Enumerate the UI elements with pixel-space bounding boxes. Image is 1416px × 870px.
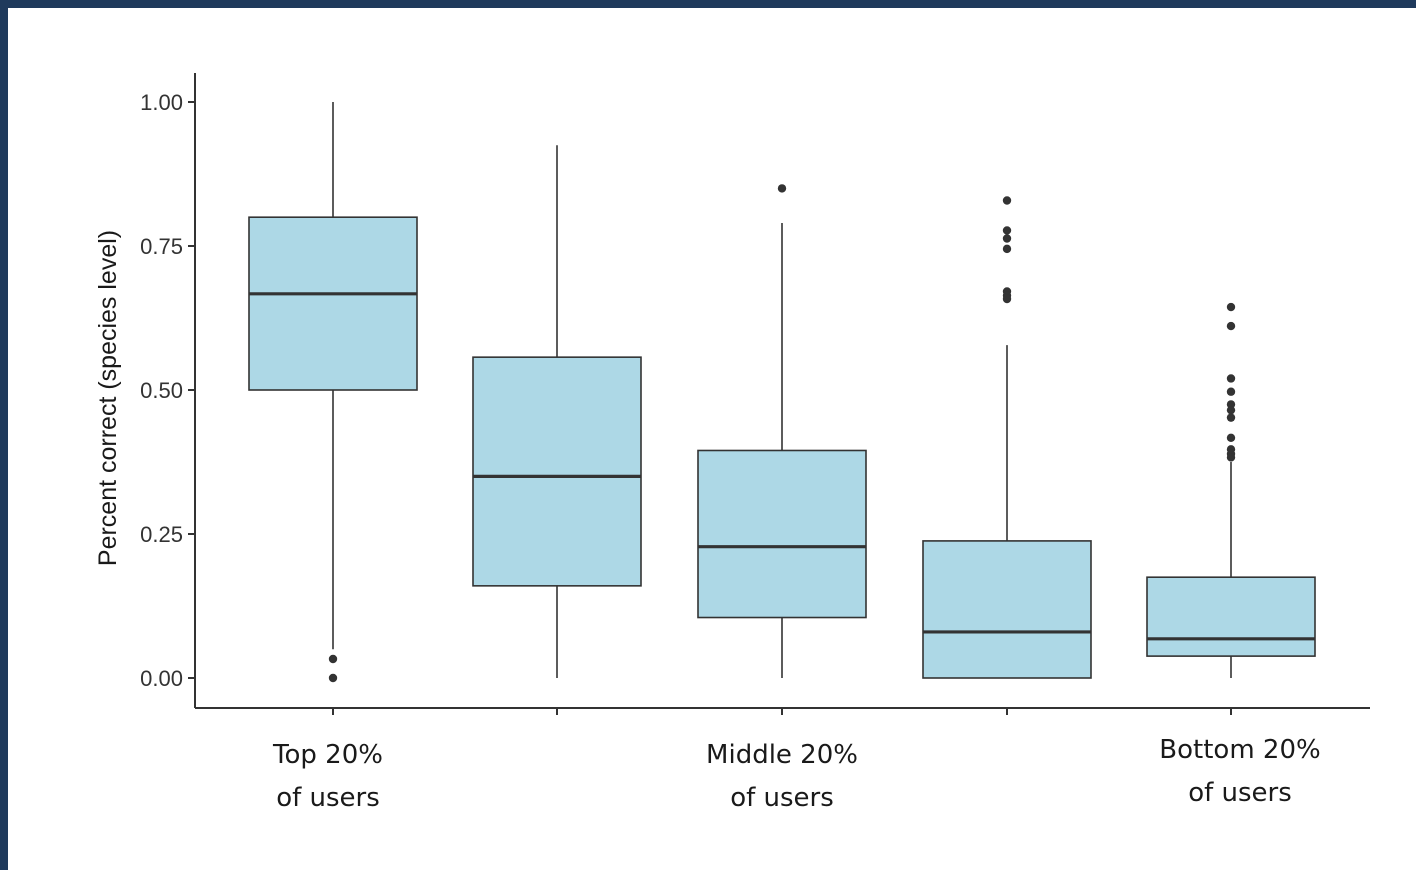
outlier-point [1226,374,1236,383]
category-label: Bottom 20% [1159,735,1320,765]
outlier-point [1226,302,1236,312]
outlier-point [1226,400,1236,409]
outlier-point [328,673,338,683]
category-label: Middle 20% [706,740,858,770]
iqr-box [922,540,1092,679]
outlier-point [1226,387,1236,396]
x-axis [195,707,1370,715]
category-label: of users [730,783,834,813]
iqr-box [1146,576,1316,657]
box-group [248,102,418,683]
iqr-box [248,216,418,391]
category-label: of users [276,783,380,813]
outlier-point [1002,226,1012,235]
box-group [472,145,642,678]
outlier-point [1002,294,1012,304]
y-axis-title: Percent correct (species level) [94,230,122,566]
y-tick-label: 0.25 [140,522,183,547]
boxes [248,102,1316,683]
y-tick-label: 0.75 [140,234,183,259]
iqr-box [697,449,867,619]
category-labels: Top 20% of users Middle 20% of users Bottom … [272,735,1321,813]
boxplot-chart: 0.00 0.25 0.50 0.75 1.00 Top 20% of users Midd… [94,73,1370,813]
outlier-point [1226,405,1236,415]
y-tick-label: 1.00 [140,90,183,115]
box-group [697,184,867,678]
chart-panel: 0.00 0.25 0.50 0.75 1.00 Top 20% of users Midd… [8,8,1416,870]
iqr-box [472,356,642,587]
category-label: of users [1188,778,1292,808]
box-group [1146,302,1316,678]
outlier-point [1002,196,1012,205]
outlier-point [1226,413,1236,422]
outlier-point [1226,433,1236,443]
y-tick-label: 0.50 [140,378,183,403]
outlier-point [1226,453,1236,462]
category-label: Top 20% [272,740,383,770]
outlier-point [1002,244,1012,254]
box-group [922,196,1092,679]
outlier-point [328,654,338,664]
y-axis: 0.00 0.25 0.50 0.75 1.00 [140,73,196,708]
outlier-point [1002,234,1012,243]
outlier-point [1226,321,1236,331]
y-tick-label: 0.00 [140,666,183,691]
outlier-point [777,184,787,193]
